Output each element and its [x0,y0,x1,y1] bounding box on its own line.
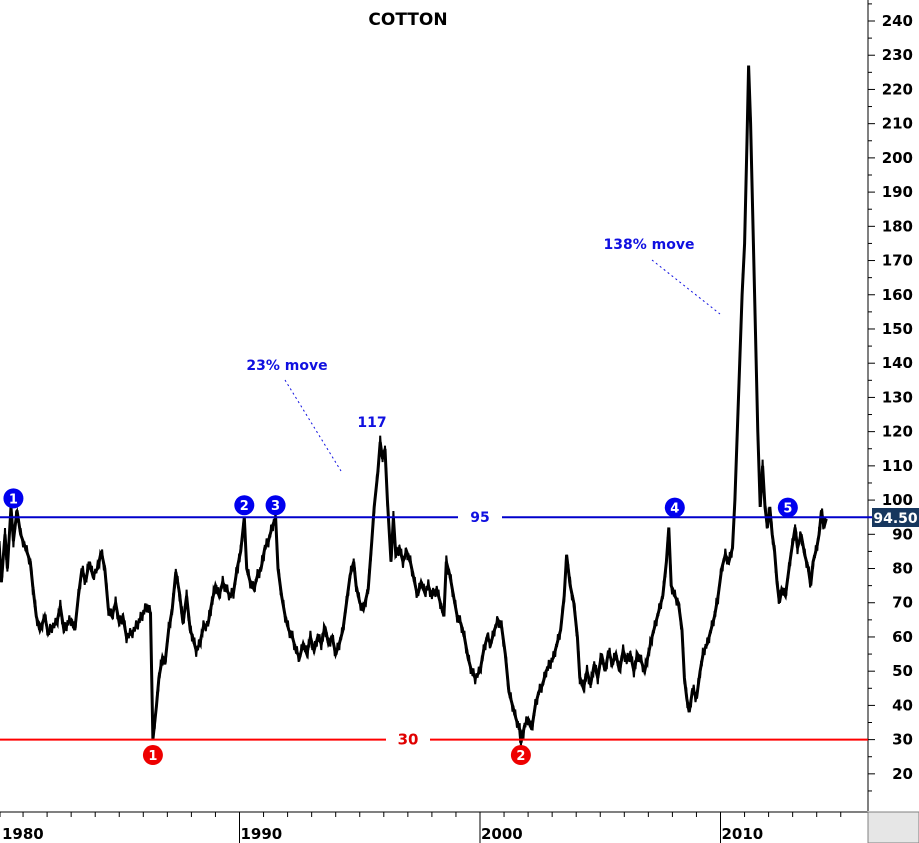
svg-text:3: 3 [271,499,280,514]
x-tick-label: 1980 [2,825,44,843]
svg-text:2: 2 [516,749,525,764]
plot-area [0,0,868,811]
support-level-label: 30 [398,731,419,749]
y-tick-label: 30 [892,731,913,749]
last-price-tag: 94.50 [872,508,919,527]
y-tick-label: 120 [882,423,913,441]
y-tick-label: 50 [892,662,913,680]
annotations: 23% move 117 138% move [246,237,721,472]
y-tick-label: 150 [882,320,913,338]
marker-badge-2: 2 [234,495,255,516]
marker-badge-5: 5 [777,497,798,518]
peak-117-label: 117 [357,415,386,431]
x-axis: 1980 1990 2000 2010 [0,811,868,843]
y-tick-label: 70 [892,594,913,612]
marker-badge-1: 1 [3,488,24,509]
marker-badge-1: 1 [142,745,163,766]
last-price-value: 94.50 [873,511,918,527]
svg-text:1: 1 [9,492,18,507]
y-tick-label: 100 [882,491,913,509]
chart-title: COTTON [368,10,447,30]
y-tick-label: 80 [892,560,913,578]
y-axis: 20 30 40 50 60 70 80 90 100 110 120 130 140 150 160 170… [867,0,913,811]
price-line-detail [0,65,827,747]
y-tick-label: 160 [882,286,913,304]
y-tick-label: 230 [882,46,913,64]
svg-text:5: 5 [783,502,792,517]
y-tick-label: 110 [882,457,913,475]
svg-text:4: 4 [670,502,679,517]
resistance-level-label: 95 [470,510,489,526]
marker-badge-3: 3 [265,495,286,516]
y-tick-label: 220 [882,80,913,98]
axis-corner-box [867,811,919,843]
move-138-label: 138% move [604,237,695,253]
svg-text:1: 1 [148,749,157,764]
svg-text:2: 2 [240,499,249,514]
y-tick-label: 210 [882,115,913,133]
numbered-markers: 1 2 3 4 5 1 2 [3,488,798,766]
price-series [0,65,828,747]
y-tick-label: 90 [892,525,913,543]
marker-badge-4: 4 [664,497,685,518]
x-tick-label: 1990 [241,825,283,843]
y-tick-label: 240 [882,12,913,30]
x-tick-label: 2000 [481,825,523,843]
x-tick-label: 2010 [722,825,764,843]
y-tick-label: 200 [882,149,913,167]
y-tick-label: 180 [882,217,913,235]
marker-badge-2: 2 [510,745,531,766]
horizontal-levels: 95 30 [0,510,872,749]
y-tick-label: 60 [892,628,913,646]
y-tick-label: 130 [882,388,913,406]
move-23-label: 23% move [246,358,327,374]
y-tick-label: 40 [892,696,913,714]
y-tick-label: 170 [882,252,913,270]
y-tick-label: 20 [892,765,913,783]
y-tick-label: 140 [882,354,913,372]
y-tick-label: 190 [882,183,913,201]
